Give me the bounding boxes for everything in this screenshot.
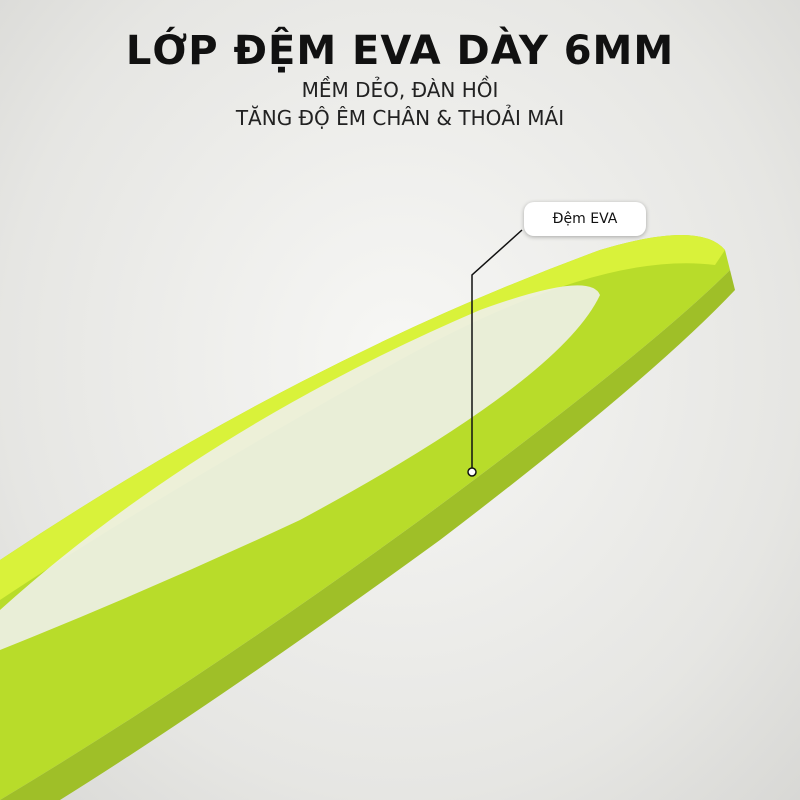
inner-layer	[0, 285, 600, 650]
subtitle: TĂNG ĐỘ ÊM CHÂN & THOẢI MÁI	[235, 106, 565, 130]
title: LỚP ĐỆM EVA DÀY 6MM	[125, 28, 675, 74]
callout-label: Đệm EVA	[524, 202, 646, 236]
subtitle: MỀM DẺO, ĐÀN HỒI	[301, 78, 499, 102]
callout-dot	[467, 467, 477, 477]
eva-side	[0, 235, 730, 800]
callout-line	[471, 229, 523, 470]
